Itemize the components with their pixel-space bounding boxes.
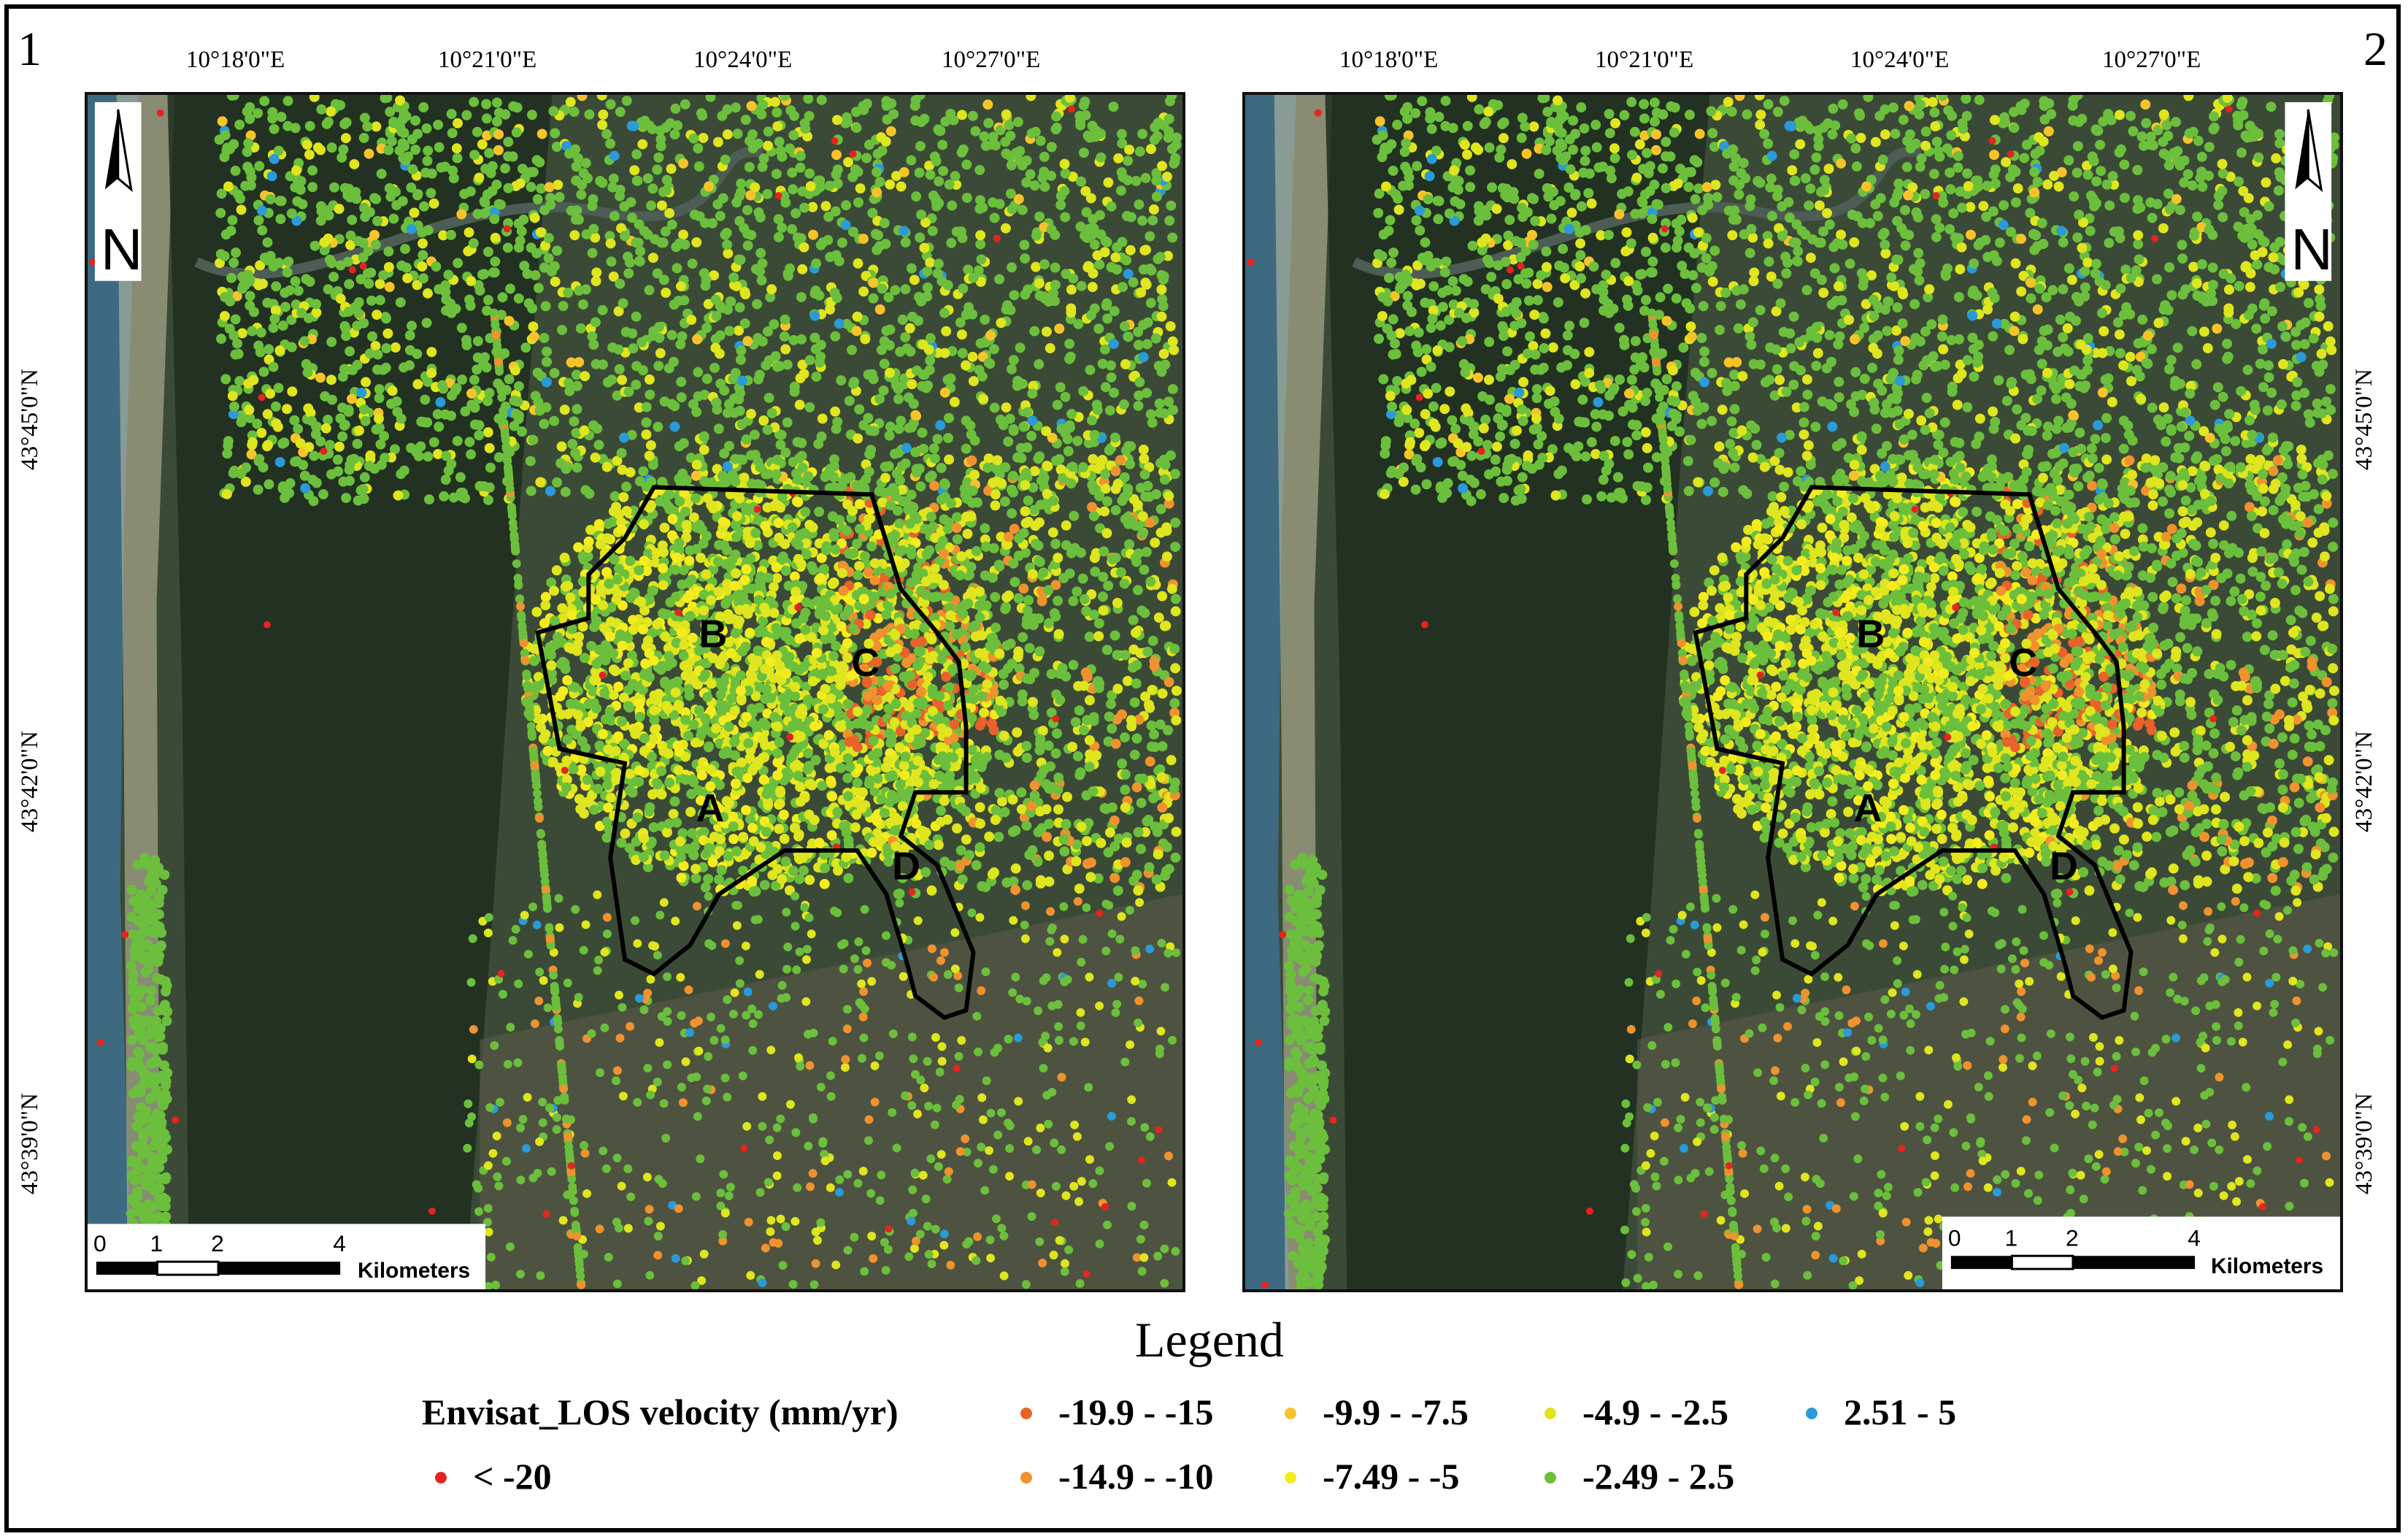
- lon-tick-1-3: 10°24'0"E: [693, 47, 793, 73]
- legend-item-8: 2.51 - 5: [1806, 1391, 1956, 1433]
- legend-item-1: < -20: [435, 1455, 552, 1497]
- scale-num-4: 4: [2188, 1224, 2201, 1251]
- lat-tick-2-1: 43°45'0"N: [2350, 369, 2377, 470]
- scale-num-2: 2: [211, 1230, 224, 1256]
- velocity-points-2: [1247, 95, 2339, 1289]
- lon-tick-2-3: 10°24'0"E: [1850, 47, 1950, 73]
- legend-item-3: -14.9 - -10: [1020, 1455, 1213, 1497]
- zone-label-b: B: [699, 612, 728, 656]
- figure-frame: [4, 4, 2401, 1532]
- legend-swatch-icon: [1545, 1407, 1556, 1419]
- legend-swatch-icon: [1020, 1407, 1032, 1419]
- panel-number-1: 1: [18, 23, 42, 76]
- legend-swatch-icon: [1806, 1407, 1817, 1419]
- zone-label-c: C: [2009, 641, 2037, 685]
- scale-unit: Kilometers: [2211, 1254, 2323, 1278]
- lat-tick-1-1: 43°45'0"N: [16, 369, 43, 470]
- scale-num-4: 4: [333, 1230, 346, 1256]
- zone-label-a: A: [696, 786, 725, 830]
- legend-item-7: -2.49 - 2.5: [1545, 1455, 1734, 1497]
- lon-tick-2-4: 10°27'0"E: [2102, 47, 2201, 73]
- scale-bar-box: [88, 1224, 486, 1289]
- legend-item-5: -7.49 - -5: [1285, 1455, 1459, 1497]
- lon-tick-2-1: 10°18'0"E: [1339, 47, 1439, 73]
- map-canvas-2: A B C D N 0 1 2 4 Kilometers: [1245, 95, 2340, 1289]
- legend-swatch-icon: [1020, 1471, 1032, 1484]
- legend-swatch-icon: [435, 1471, 447, 1484]
- map-panel-1: A B C D N 0 1 2 4 Kilometers: [85, 92, 1185, 1292]
- north-letter: N: [2290, 217, 2332, 282]
- city-boundary: [1693, 485, 2134, 1021]
- legend-swatch-icon: [1285, 1407, 1296, 1419]
- legend-title: Legend: [1135, 1312, 1284, 1367]
- scale-num-2: 2: [2066, 1224, 2079, 1251]
- scale-unit: Kilometers: [358, 1259, 470, 1283]
- lat-tick-1-2: 43°42'0"N: [16, 731, 43, 832]
- north-arrow-1: N: [94, 101, 142, 282]
- zone-label-b: B: [1857, 612, 1885, 656]
- scale-num-1: 1: [2004, 1224, 2017, 1251]
- zone-label-a: A: [1854, 786, 1882, 830]
- velocity-points-1: [89, 95, 1182, 1289]
- scale-bar-2: 0 1 2 4 Kilometers: [1942, 1216, 2340, 1289]
- scale-num-1: 1: [150, 1230, 164, 1256]
- lon-tick-2-2: 10°21'0"E: [1595, 47, 1694, 73]
- legend-item-6: -4.9 - -2.5: [1545, 1391, 1728, 1433]
- farmland-area: [1637, 894, 2340, 1289]
- zone-label-d: D: [2050, 845, 2078, 889]
- farmland-area: [480, 894, 1182, 1289]
- lat-tick-2-2: 43°42'0"N: [2350, 731, 2377, 832]
- map-canvas-1: A B C D N 0 1 2 4 Kilometers: [88, 95, 1182, 1289]
- lat-tick-1-3: 43°39'0"N: [16, 1093, 43, 1194]
- legend-swatch-icon: [1545, 1471, 1556, 1484]
- scale-bar-1: 0 1 2 4 Kilometers: [88, 1224, 486, 1289]
- lon-tick-1-1: 10°18'0"E: [186, 47, 285, 73]
- scale-bar-box: [1942, 1216, 2340, 1289]
- legend-swatch-icon: [1285, 1471, 1296, 1484]
- lon-tick-1-2: 10°21'0"E: [438, 47, 537, 73]
- legend-item-2: -19.9 - -15: [1020, 1391, 1213, 1433]
- lon-tick-1-4: 10°27'0"E: [942, 47, 1041, 73]
- zone-label-c: C: [851, 641, 880, 685]
- north-arrow-2: N: [2285, 101, 2333, 282]
- legend-item-4: -9.9 - -7.5: [1285, 1391, 1469, 1433]
- scale-num-0: 0: [1948, 1224, 1961, 1251]
- panel-number-2: 2: [2363, 23, 2388, 76]
- legend-layer-name: Envisat_LOS velocity (mm/yr): [422, 1392, 899, 1432]
- scale-num-0: 0: [93, 1230, 107, 1256]
- north-letter: N: [101, 217, 142, 282]
- city-boundary: [535, 485, 976, 1021]
- lat-tick-2-3: 43°39'0"N: [2350, 1093, 2377, 1194]
- zone-label-d: D: [892, 845, 920, 889]
- map-panel-2: A B C D N 0 1 2 4 Kilometers: [1242, 92, 2343, 1292]
